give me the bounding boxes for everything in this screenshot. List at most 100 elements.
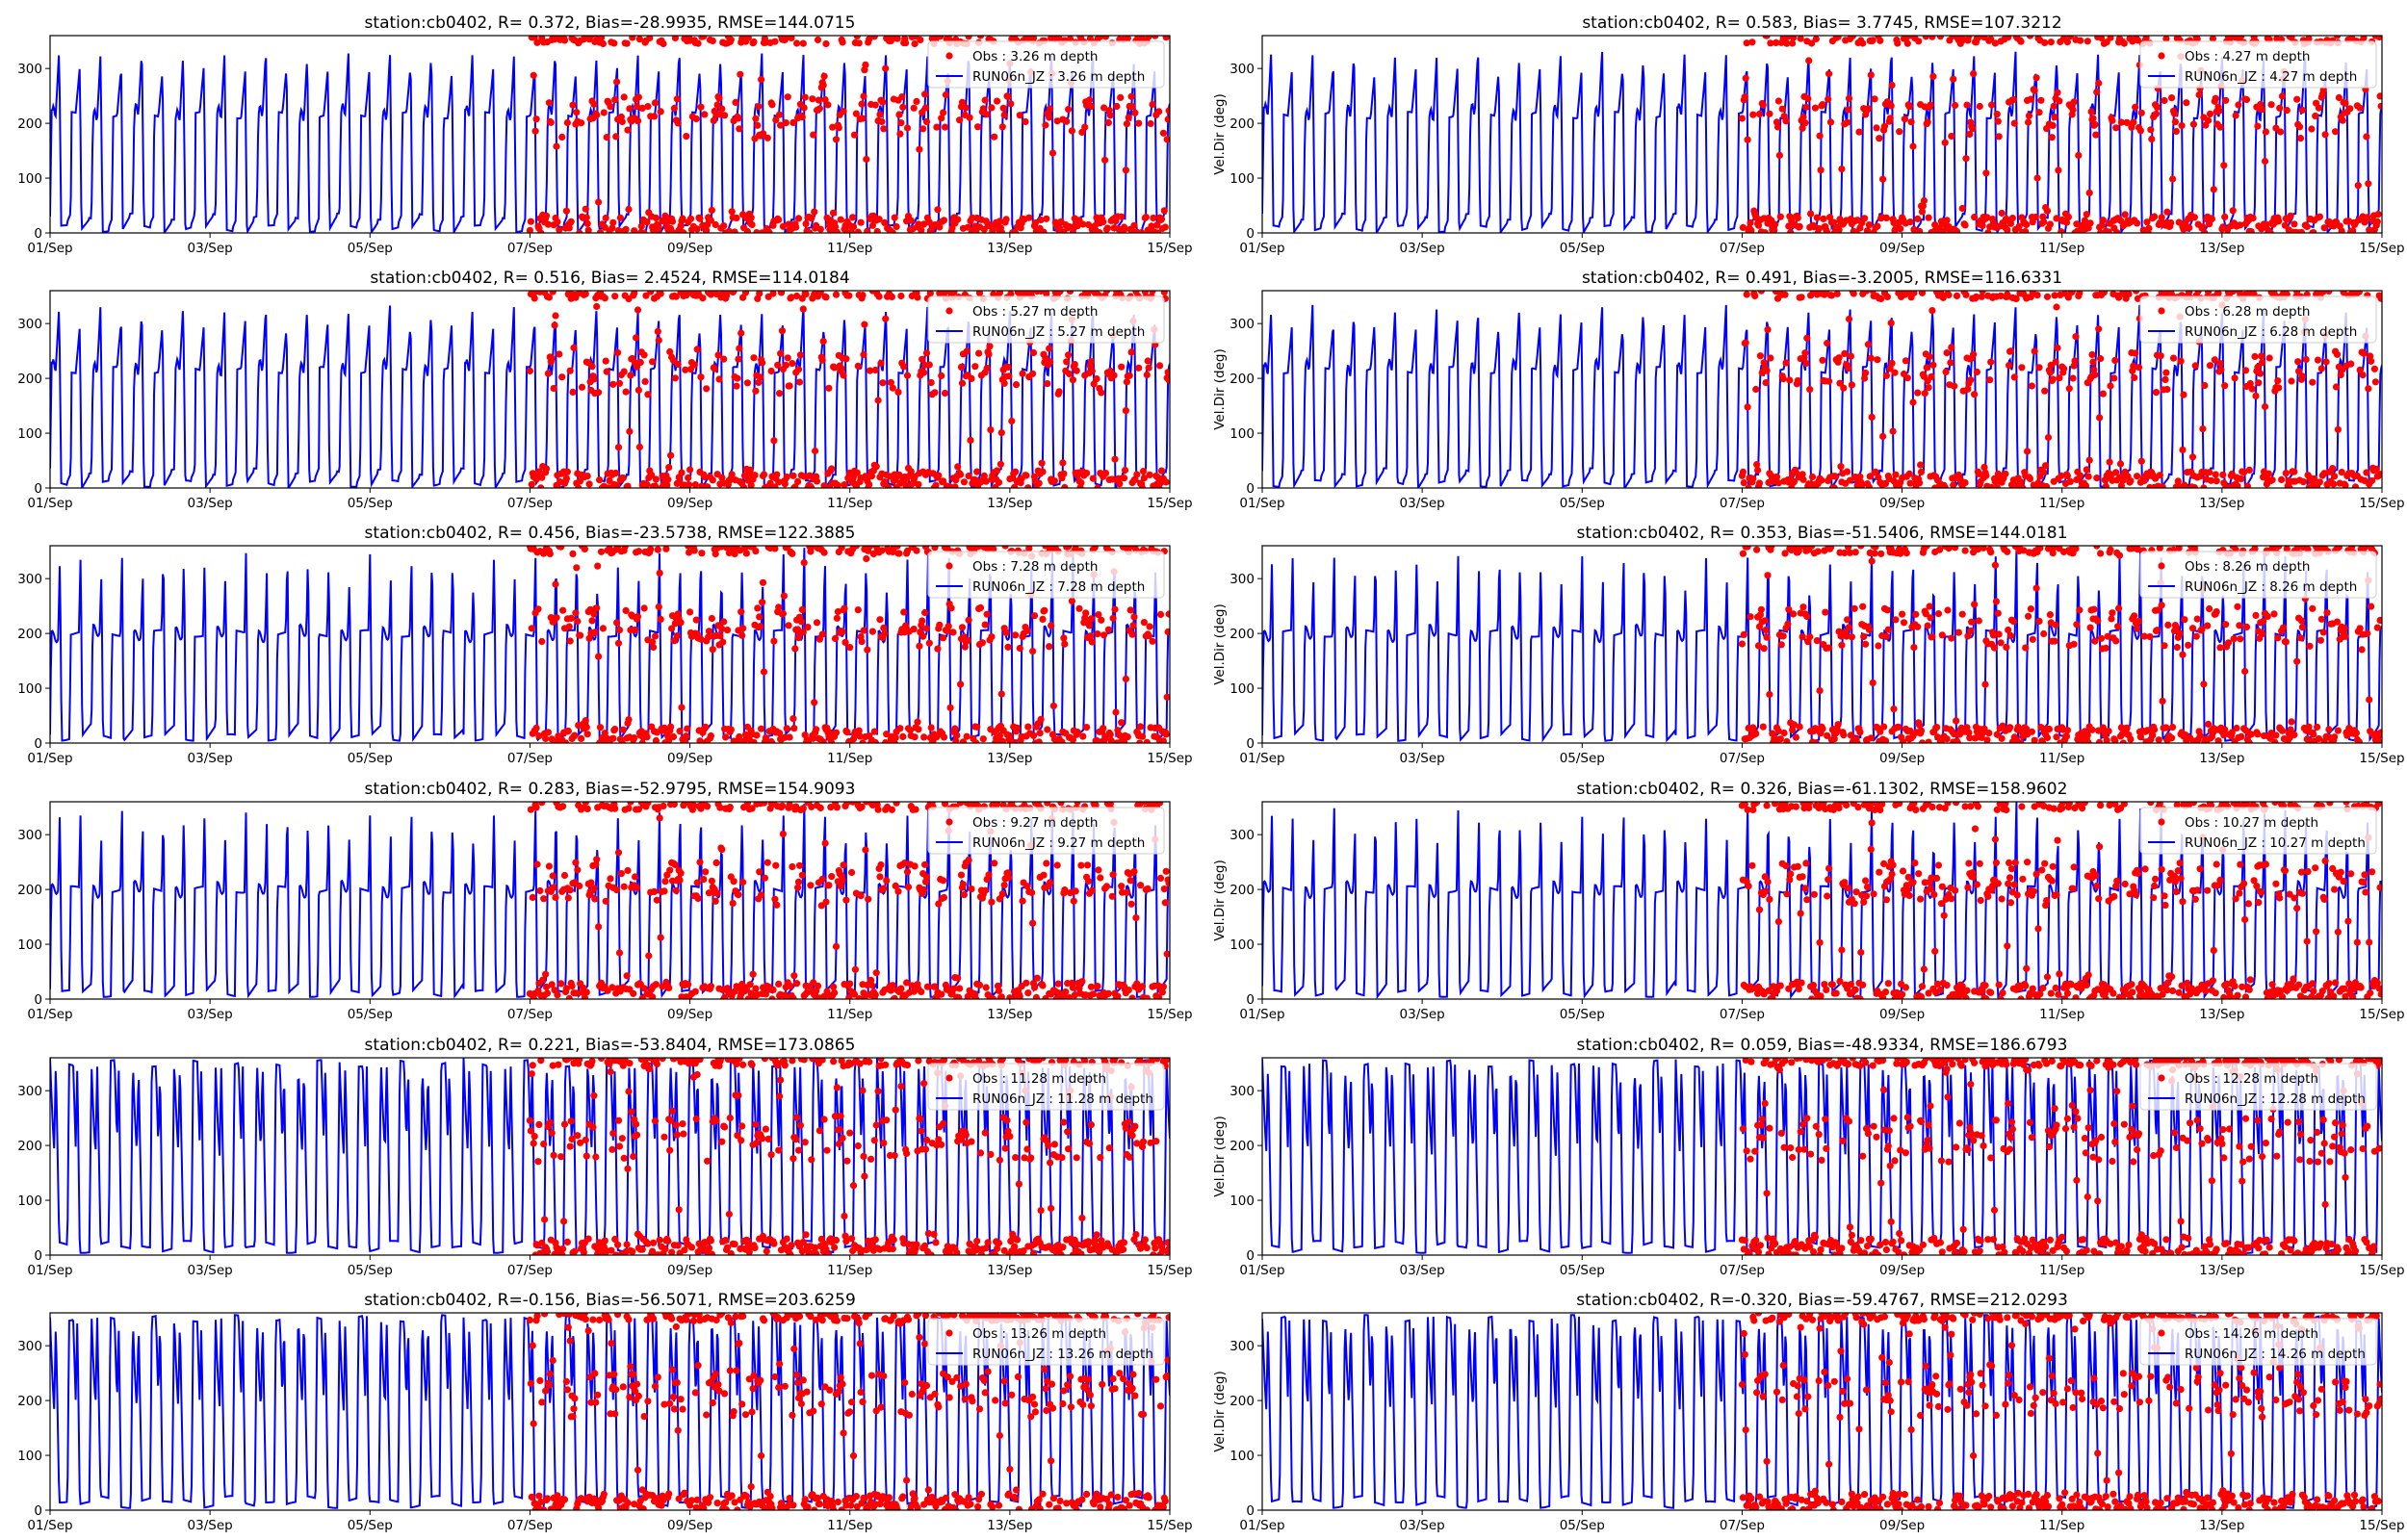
- obs-point: [644, 802, 652, 807]
- obs-point: [576, 882, 583, 890]
- obs-point: [820, 72, 828, 80]
- obs-point: [1762, 626, 1770, 634]
- obs-point: [562, 985, 571, 992]
- obs-point: [830, 983, 838, 990]
- obs-point: [1997, 639, 2005, 647]
- obs-point: [2082, 482, 2089, 488]
- obs-point: [739, 878, 747, 886]
- obs-point: [2267, 101, 2275, 109]
- obs-point: [2107, 546, 2114, 553]
- obs-point: [765, 229, 773, 233]
- obs-point: [1912, 610, 1920, 618]
- obs-point: [686, 481, 693, 488]
- obs-point: [775, 603, 783, 611]
- obs-point: [2221, 382, 2229, 390]
- obs-point: [2356, 104, 2364, 112]
- obs-point: [842, 896, 850, 904]
- obs-point: [903, 372, 912, 379]
- obs-point: [686, 466, 694, 474]
- obs-point: [1889, 427, 1897, 435]
- obs-point: [878, 547, 886, 554]
- obs-point: [2312, 112, 2319, 120]
- obs-point: [733, 382, 740, 390]
- obs-point: [958, 624, 967, 631]
- obs-point: [2251, 352, 2259, 360]
- obs-point: [2264, 612, 2271, 621]
- obs-point: [2066, 477, 2074, 485]
- obs-point: [2368, 476, 2376, 485]
- obs-point: [955, 993, 963, 999]
- obs-point: [2102, 644, 2109, 652]
- obs-point: [883, 877, 891, 885]
- obs-point: [911, 733, 919, 741]
- obs-point: [816, 291, 824, 296]
- obs-point: [1145, 632, 1152, 640]
- obs-point: [2108, 615, 2115, 623]
- subplot-title: station:cb0402, R= 0.516, Bias= 2.4524, …: [370, 269, 849, 288]
- obs-point: [2056, 374, 2063, 382]
- obs-point: [871, 101, 879, 109]
- obs-point: [1779, 632, 1787, 640]
- obs-point: [655, 336, 662, 345]
- axes-frame: [49, 290, 1171, 489]
- obs-point: [634, 613, 642, 621]
- obs-point: [1782, 359, 1790, 367]
- obs-point: [2169, 723, 2177, 732]
- obs-point: [1995, 133, 2003, 141]
- obs-point: [608, 984, 616, 991]
- obs-point: [1924, 622, 1931, 629]
- obs-point: [838, 546, 845, 552]
- obs-point: [1887, 102, 1895, 110]
- obs-point: [1948, 344, 1955, 351]
- obs-point: [1974, 546, 1981, 553]
- obs-point: [684, 725, 691, 732]
- obs-point: [635, 443, 644, 451]
- plot-area: [1262, 291, 2382, 488]
- obs-point: [855, 995, 863, 999]
- obs-point: [2051, 637, 2058, 645]
- obs-point: [533, 38, 541, 46]
- obs-point: [640, 229, 648, 233]
- obs-point: [2266, 734, 2274, 742]
- obs-point: [1927, 614, 1934, 622]
- obs-point: [821, 839, 829, 847]
- obs-point: [1992, 598, 2000, 605]
- obs-point: [708, 614, 716, 623]
- obs-point: [531, 127, 539, 135]
- obs-point: [2137, 109, 2145, 116]
- obs-point: [1905, 470, 1913, 477]
- obs-point: [1840, 732, 1848, 739]
- obs-point: [1130, 613, 1138, 621]
- obs-point: [822, 39, 830, 48]
- obs-point: [1047, 105, 1054, 113]
- obs-point: [584, 226, 592, 233]
- obs-point: [1944, 606, 1952, 614]
- obs-point: [855, 39, 863, 47]
- obs-point: [980, 225, 988, 233]
- obs-point: [2334, 727, 2342, 734]
- obs-point: [980, 472, 988, 479]
- obs-point: [2210, 186, 2217, 193]
- obs-point: [819, 338, 827, 346]
- obs-point: [1763, 367, 1771, 374]
- obs-point: [670, 104, 679, 113]
- obs-point: [2222, 96, 2230, 104]
- obs-point: [2107, 382, 2114, 390]
- obs-point: [915, 220, 922, 228]
- y-tick-label: 300: [17, 317, 42, 332]
- obs-point: [703, 385, 711, 393]
- obs-point: [799, 39, 807, 47]
- x-tick-label: 03/Sep: [188, 751, 233, 766]
- obs-point: [2090, 366, 2098, 373]
- obs-point: [1910, 644, 1918, 652]
- obs-point: [738, 631, 746, 639]
- obs-point: [1812, 739, 1820, 743]
- obs-point: [1029, 36, 1038, 41]
- obs-point: [720, 355, 728, 363]
- obs-point: [840, 372, 847, 379]
- obs-point: [1083, 470, 1091, 477]
- obs-point: [827, 804, 835, 811]
- obs-point: [622, 388, 630, 396]
- obs-point: [1782, 117, 1790, 125]
- obs-point: [2049, 121, 2057, 129]
